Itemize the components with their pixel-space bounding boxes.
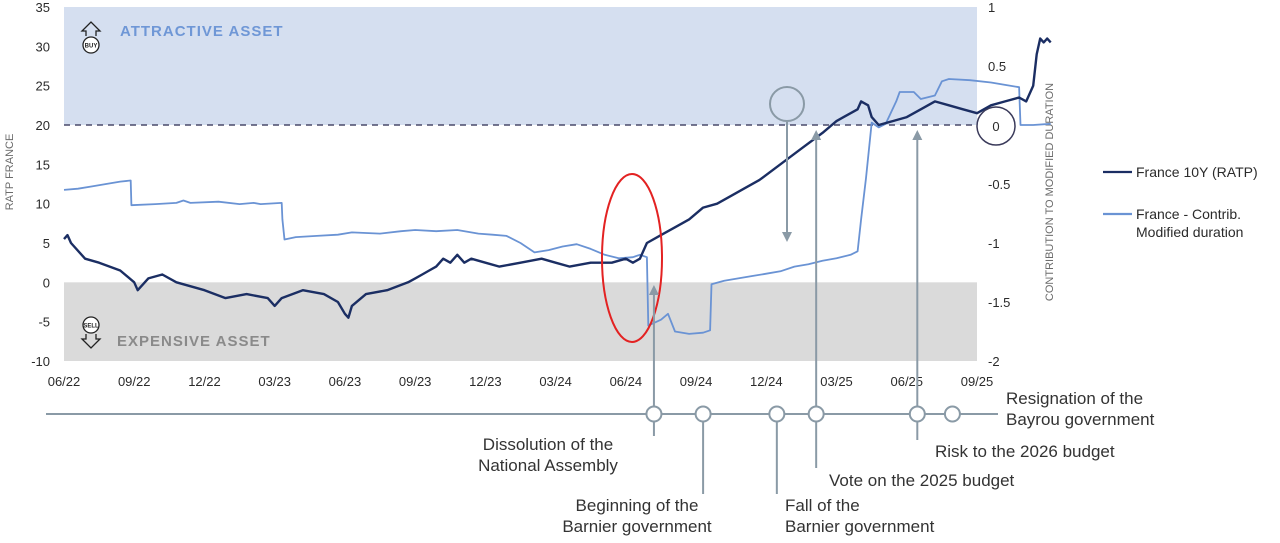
event-label: Bayrou government — [1006, 410, 1155, 429]
event-label: Barnier government — [562, 517, 712, 536]
right-tick-label: -1 — [988, 236, 1000, 251]
event-label: Dissolution of the — [483, 435, 613, 454]
x-tick-label: 12/24 — [750, 374, 783, 389]
x-tick-label: 06/22 — [48, 374, 81, 389]
right-axis-title: CONTRIBUTION TO MODIFIED DURATION — [1044, 83, 1056, 301]
left-tick-label: -5 — [38, 315, 50, 330]
x-axis: 06/22 09/22 12/22 03/23 06/23 09/23 12/23 03/24… — [48, 374, 994, 389]
event-marker — [645, 405, 663, 423]
annotations: 0 — [601, 86, 1016, 343]
series-layer — [63, 37, 1052, 335]
left-tick-label: 25 — [36, 79, 50, 94]
left-tick-label: 0 — [43, 275, 50, 290]
event-marker — [768, 405, 786, 423]
right-tick-label: -1.5 — [988, 295, 1010, 310]
right-tick-label: -2 — [988, 354, 1000, 369]
icon-text: BUY — [85, 44, 98, 50]
event-label: Beginning of the — [576, 496, 699, 515]
expensive-zone-label: EXPENSIVE ASSET — [117, 333, 271, 350]
x-tick-label: 03/23 — [258, 374, 291, 389]
x-tick-label: 06/23 — [329, 374, 362, 389]
x-tick-label: 09/24 — [680, 374, 713, 389]
highlight-ellipse — [601, 173, 663, 343]
right-tick-label: -0.5 — [988, 177, 1010, 192]
right-tick-label: 0.5 — [988, 59, 1006, 74]
left-tick-label: 20 — [36, 118, 50, 133]
arrow-head — [782, 232, 792, 242]
left-axis-title: RATP FRANCE — [4, 134, 16, 211]
event-marker — [908, 405, 926, 423]
arrow-up-shape — [80, 21, 102, 36]
left-tick-label: -10 — [31, 354, 50, 369]
icon-text: SELL — [83, 324, 99, 330]
left-tick-label: 15 — [36, 157, 50, 172]
arrow-down-shape — [80, 334, 102, 349]
icon-circle — [82, 316, 100, 334]
event-label: Resignation of the — [1006, 389, 1143, 408]
x-tick-label: 09/23 — [399, 374, 432, 389]
legend-label: France - Contrib. — [1136, 206, 1241, 222]
event-label: National Assembly — [478, 456, 618, 475]
event-arrow-head — [648, 285, 659, 295]
left-tick-label: 5 — [43, 236, 50, 251]
x-tick-label: 06/24 — [610, 374, 643, 389]
event-arrow-head — [811, 130, 822, 140]
x-tick-label: 12/22 — [188, 374, 221, 389]
contribution-series-line — [63, 78, 1051, 335]
event-label: Vote on the 2025 budget — [829, 471, 1015, 490]
x-tick-label: 09/25 — [961, 374, 994, 389]
left-tick-label: 35 — [36, 0, 50, 15]
ratp-series-line — [63, 37, 1052, 319]
threshold-circle — [976, 106, 1016, 146]
threshold-label: 0 — [992, 119, 999, 134]
x-tick-label: 03/25 — [820, 374, 853, 389]
legend: France 10Y (RATP) France - Contrib. Modifi… — [1103, 164, 1258, 240]
event-label: Barnier government — [785, 517, 935, 536]
event-marker — [694, 405, 712, 423]
left-axis: 35 30 25 20 15 10 5 0 -5 -10 — [31, 0, 50, 369]
event-label: Risk to the 2026 budget — [935, 442, 1115, 461]
icon-circle — [82, 36, 100, 54]
buy-icon: BUY — [80, 21, 102, 54]
event-label: Fall of the — [785, 496, 860, 515]
left-tick-label: 30 — [36, 39, 50, 54]
left-tick-label: 10 — [36, 197, 50, 212]
highlight-circle — [769, 86, 805, 122]
event-marker — [943, 405, 961, 423]
attractive-zone — [64, 7, 977, 125]
right-axis: 1 0.5 0 -0.5 -1 -1.5 -2 — [988, 0, 1010, 369]
legend-label: France 10Y (RATP) — [1136, 164, 1258, 180]
attractive-zone-label: ATTRACTIVE ASSET — [120, 23, 284, 40]
x-tick-label: 12/23 — [469, 374, 502, 389]
event-marker — [807, 405, 825, 423]
x-tick-label: 03/24 — [539, 374, 572, 389]
sell-icon: SELL — [80, 316, 102, 349]
x-tick-label: 06/25 — [890, 374, 923, 389]
right-tick-label: 1 — [988, 0, 995, 15]
event-arrow-head — [912, 130, 923, 140]
legend-label: Modified duration — [1136, 224, 1243, 240]
event-timeline: Dissolution of the National Assembly Begin… — [46, 130, 1155, 536]
x-tick-label: 09/22 — [118, 374, 151, 389]
